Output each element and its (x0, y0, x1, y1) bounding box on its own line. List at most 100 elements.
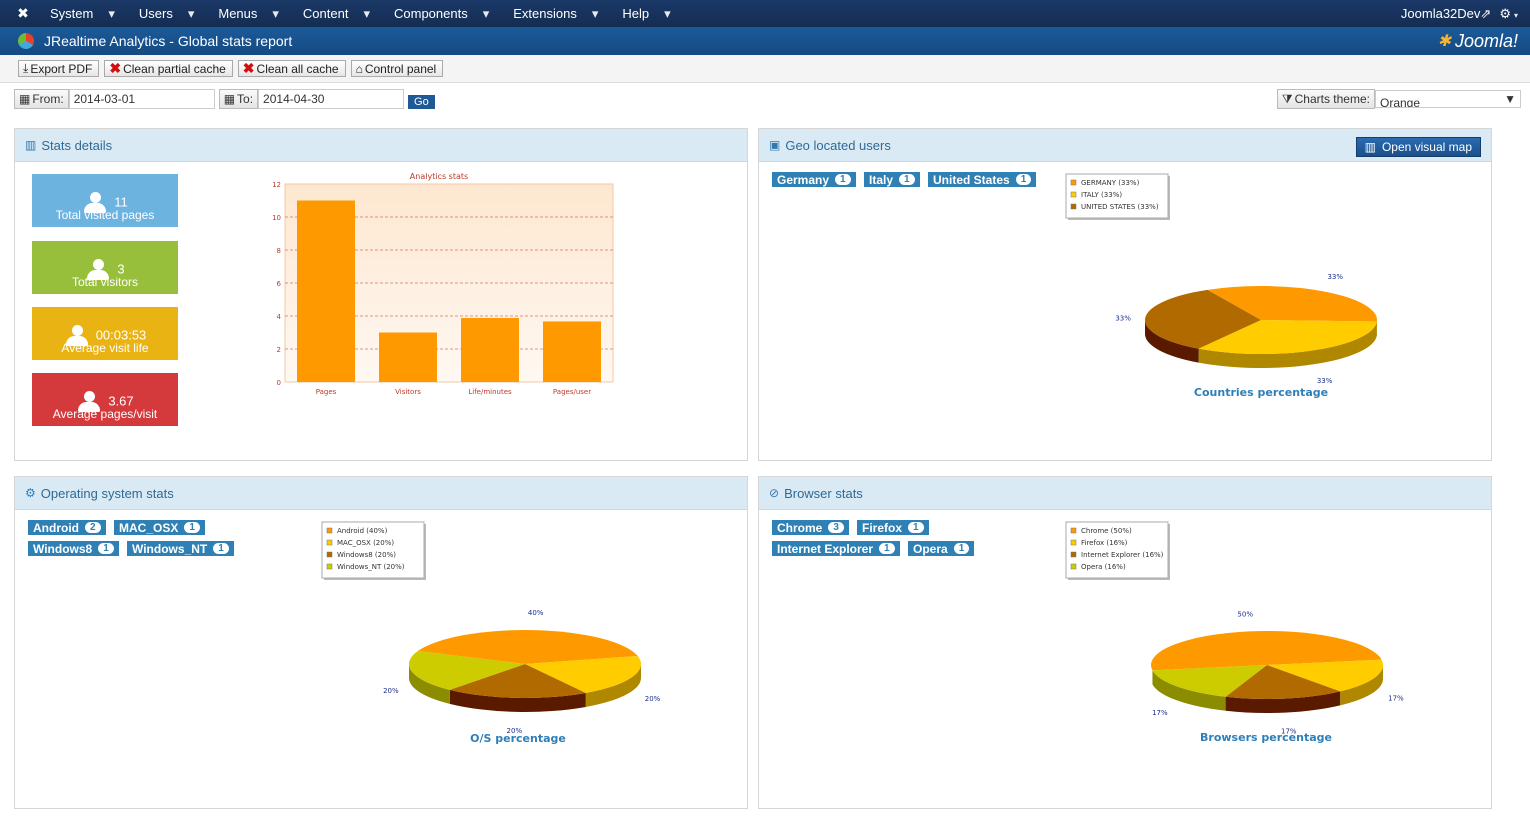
pie-data-label: 40% (528, 609, 544, 617)
pie-data-label: 20% (507, 727, 523, 735)
clean-all-cache-button[interactable]: ✖ Clean all cache (237, 60, 346, 77)
open-visual-map-button[interactable]: ▥ Open visual map (1355, 137, 1481, 157)
legend-box (321, 521, 425, 579)
pie-slice-internet-explorer (1225, 665, 1341, 699)
site-link[interactable]: Joomla32Dev⇗ (1401, 6, 1491, 22)
pie-slice-chrome (1151, 631, 1382, 671)
legend-label: Android (40%) (337, 527, 388, 535)
pie-side-firefox (1340, 665, 1383, 706)
pie-side-opera (1152, 670, 1226, 711)
legend-swatch (1070, 551, 1077, 558)
menu-help[interactable]: Help ▾ (610, 6, 682, 22)
tag-internet-explorer[interactable]: Internet Explorer 1 (772, 541, 900, 556)
pie-data-label: 33% (1115, 315, 1131, 323)
menu-content[interactable]: Content ▾ (291, 6, 382, 22)
tag-label: United States (933, 172, 1010, 187)
calendar-icon: ▦ (223, 92, 236, 106)
bar-life-minutes (461, 317, 519, 382)
site-name: Joomla32Dev (1400, 5, 1481, 21)
legend-label: Internet Explorer (16%) (1081, 551, 1164, 559)
theme-value: Orange (1380, 96, 1421, 108)
legend-box (1065, 521, 1169, 579)
export-pdf-button[interactable]: ⤓ Export PDF (18, 60, 100, 77)
pie-slice-opera (1152, 665, 1267, 697)
users-icon (85, 259, 111, 281)
tag-count-badge: 3 (828, 522, 844, 533)
y-tick-label: 10 (272, 214, 281, 222)
tag-label: MAC_OSX (119, 520, 179, 535)
stat-value: 3 (117, 261, 125, 277)
tag-opera[interactable]: Opera 1 (908, 541, 975, 556)
legend-swatch (1070, 203, 1077, 210)
menu-menus[interactable]: Menus ▾ (206, 6, 291, 22)
tag-italy[interactable]: Italy 1 (864, 172, 920, 187)
stat-box-visitors: 3 Total visitors (32, 241, 178, 294)
menu-label: Menus (218, 5, 258, 21)
image-icon: ▣ (769, 138, 781, 152)
legend-label: Chrome (50%) (1081, 527, 1132, 535)
tag-chrome[interactable]: Chrome 3 (772, 520, 849, 535)
to-label: ▦ To: (218, 89, 259, 109)
tag-firefox[interactable]: Firefox 1 (857, 520, 929, 535)
chevron-down-icon: ▾ (482, 5, 490, 21)
gear-icon[interactable]: ⚙ ▾ (1499, 5, 1518, 21)
pie-slice-united-states (1145, 289, 1261, 349)
pie-side-mac-osx (585, 664, 641, 707)
x-tick-label: Visitors (395, 388, 421, 396)
panel-title: Geo located users (785, 137, 891, 153)
joomla-logo-icon[interactable]: ✖ (17, 5, 29, 21)
chevron-down-icon: ▾ (272, 5, 279, 21)
pie-legend: Android (40%) MAC_OSX (20%) Windows8 (20%)… (321, 521, 426, 580)
legend-label: UNITED STATES (33%) (1081, 203, 1159, 211)
top-navbar: ✖ System ▾ Users ▾ Menus ▾ Content ▾ Compone… (0, 0, 1530, 27)
pie-slice-windows-nt (409, 651, 525, 690)
panel-header: ⊘ Browser stats (759, 477, 1491, 510)
os-stats-panel: ⚙ Operating system stats Android 2 MAC_OSX 1… (14, 476, 748, 809)
brand-text: Joomla! (1454, 30, 1518, 51)
pie-data-label: 17% (1152, 709, 1168, 717)
tag-label: Chrome (777, 520, 823, 535)
tag-android[interactable]: Android 2 (28, 520, 106, 535)
pie-legend: Chrome (50%) Firefox (16%) Internet Explor… (1065, 521, 1170, 580)
page-header: JRealtime Analytics - Global stats repor… (0, 27, 1530, 55)
download-icon: ⤓ (23, 61, 29, 75)
menu-users[interactable]: Users ▾ (127, 6, 206, 22)
pie-side-internet-explorer (1225, 691, 1341, 713)
menu-label: Components (394, 5, 468, 21)
tag-mac-osx[interactable]: MAC_OSX 1 (114, 520, 205, 535)
to-date-input[interactable]: 2014-04-30 (258, 89, 405, 109)
button-label: Clean all cache (256, 61, 339, 76)
page-title: JRealtime Analytics - Global stats repor… (44, 33, 293, 49)
tag-windows-nt[interactable]: Windows_NT 1 (127, 541, 234, 556)
menu-system[interactable]: System ▾ (38, 6, 127, 22)
analytics-bar-chart: Analytics stats 0 2 4 6 8 10 12 Pages Visitors Lif… (272, 172, 614, 396)
x-tick-label: Pages/user (553, 388, 591, 396)
button-label: Clean partial cache (123, 61, 226, 76)
tag-germany[interactable]: Germany 1 (772, 172, 856, 187)
legend-label: Windows8 (20%) (337, 551, 396, 559)
menu-components[interactable]: Components ▾ (382, 6, 501, 22)
navbar-right: Joomla32Dev⇗ ⚙ ▾ (1401, 6, 1530, 22)
tag-united-states[interactable]: United States 1 (928, 172, 1037, 187)
stat-value: 3.67 (108, 393, 134, 409)
stat-box-visited-pages: 11 Total visited pages (32, 174, 178, 227)
theme-label-text: Charts theme: (1294, 92, 1370, 106)
bar-pages-user (543, 321, 601, 382)
from-date-input[interactable]: 2014-03-01 (68, 89, 215, 109)
clean-partial-cache-button[interactable]: ✖ Clean partial cache (104, 60, 233, 77)
chevron-down-icon: ▼ (1504, 92, 1516, 106)
stat-label: Average visit life (61, 341, 149, 355)
go-button[interactable]: Go (408, 95, 435, 109)
control-panel-button[interactable]: ⌂ Control panel (350, 60, 444, 77)
menu-extensions[interactable]: Extensions ▾ (501, 6, 610, 22)
to-label-text: To: (237, 92, 254, 106)
charts-theme-select[interactable]: Orange ▼ (1375, 90, 1521, 108)
tag-label: Windows_NT (132, 541, 208, 556)
date-filters: ▦ From: 2014-03-01 ▦ To: 2014-04-30 Go (14, 89, 435, 109)
pie-data-label: 33% (1317, 377, 1333, 385)
tag-windows8[interactable]: Windows8 1 (28, 541, 119, 556)
bar-chart-icon: ▥ (1364, 140, 1376, 154)
tag-label: Opera (913, 541, 948, 556)
tag-count-badge: 2 (85, 522, 101, 533)
geo-users-panel: ▣ Geo located users ▥ Open visual map Germ… (758, 128, 1492, 461)
